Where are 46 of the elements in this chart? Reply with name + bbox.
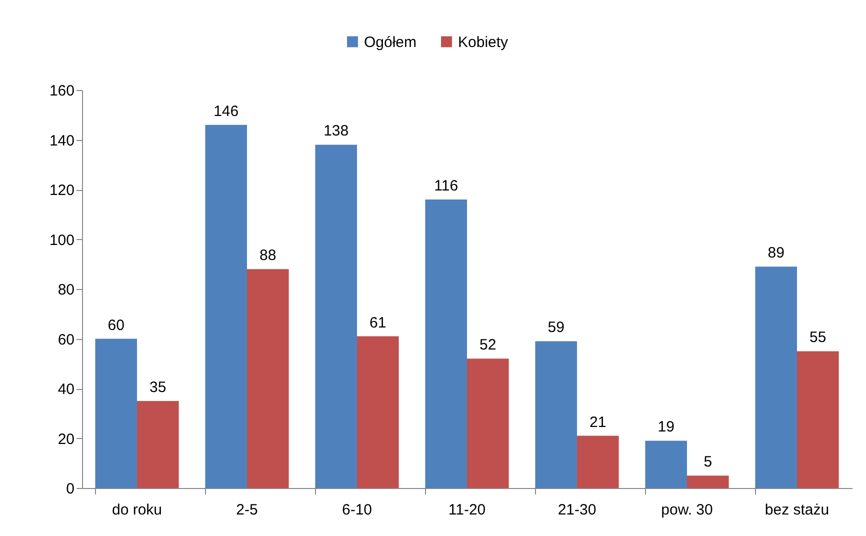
data-label: 88 (260, 247, 276, 264)
data-label: 35 (150, 378, 166, 396)
y-tick-label: 120 (49, 182, 74, 199)
legend-label: Kobiety (458, 34, 509, 51)
data-label: 55 (810, 329, 826, 346)
data-label: 61 (370, 314, 386, 332)
data-label: 19 (658, 418, 674, 436)
bar (755, 266, 797, 488)
x-tick-label: 11-20 (448, 502, 486, 518)
data-label: 21 (590, 414, 606, 431)
bar (315, 144, 357, 488)
y-tick-label: 20 (58, 430, 74, 448)
data-label: 60 (108, 316, 124, 334)
y-tick-label: 160 (49, 82, 74, 100)
data-label: 138 (324, 122, 349, 140)
bar (425, 199, 467, 488)
bar (645, 440, 687, 488)
data-label: 59 (548, 319, 564, 336)
bar (687, 476, 729, 488)
bar (467, 358, 509, 488)
x-tick-label: 6-10 (342, 502, 372, 518)
y-tick-label: 140 (49, 132, 74, 150)
y-tick-label: 60 (58, 331, 74, 348)
x-tick-label: do roku (112, 502, 162, 518)
x-tick-label: 2-5 (236, 502, 258, 518)
x-tick-label: bez stażu (764, 502, 830, 518)
bar (357, 336, 399, 488)
bar (205, 124, 247, 488)
data-label: 89 (768, 244, 784, 262)
bar (95, 338, 137, 488)
x-tick-label: 21-30 (558, 502, 596, 518)
y-tick-label: 0 (66, 480, 74, 498)
data-label: 116 (434, 177, 458, 194)
bar (137, 400, 179, 488)
data-label: 52 (480, 336, 496, 354)
legend-label: Ogółem (364, 34, 417, 51)
bar (247, 269, 289, 488)
y-tick-label: 100 (49, 232, 74, 249)
y-tick-label: 40 (58, 381, 74, 398)
bar (797, 351, 839, 488)
x-tick-label: pow. 30 (661, 502, 713, 518)
data-label: 146 (214, 102, 239, 120)
data-label: 5 (704, 454, 712, 471)
y-tick-label: 80 (58, 282, 74, 298)
bar (535, 341, 577, 488)
bar (577, 436, 619, 488)
